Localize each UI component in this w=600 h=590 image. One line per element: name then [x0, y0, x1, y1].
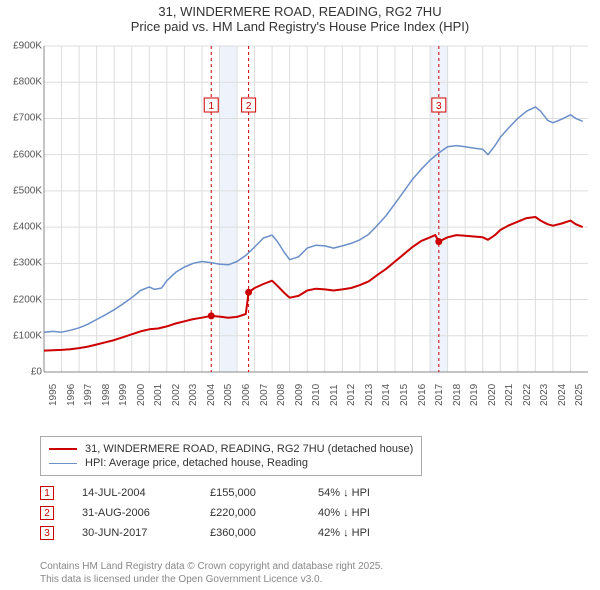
- y-tick-label: £700K: [8, 113, 42, 124]
- event-delta-2: 40% ↓ HPI: [318, 507, 418, 519]
- x-tick-label: 1997: [83, 384, 94, 406]
- x-tick-label: 2002: [171, 384, 182, 406]
- y-tick-label: £0: [8, 367, 42, 378]
- svg-text:3: 3: [436, 101, 442, 112]
- events-table: 1 14-JUL-2004 £155,000 54% ↓ HPI 2 31-AU…: [40, 480, 418, 546]
- title-line-2: Price paid vs. HM Land Registry's House …: [0, 19, 600, 34]
- x-tick-label: 2010: [311, 384, 322, 406]
- legend-box: 31, WINDERMERE ROAD, READING, RG2 7HU (d…: [40, 436, 422, 476]
- y-tick-label: £300K: [8, 258, 42, 269]
- y-tick-label: £200K: [8, 294, 42, 305]
- svg-text:2: 2: [246, 101, 252, 112]
- chart-area: 1 2 3 £0 £100K £200K £300K £400K £500K £600K £700…: [8, 40, 592, 430]
- x-tick-label: 1998: [101, 384, 112, 406]
- y-tick-label: £500K: [8, 185, 42, 196]
- chart-svg: 1 2 3: [8, 40, 592, 430]
- legend-label-hpi: HPI: Average price, detached house, Read…: [85, 457, 308, 469]
- event-row-3: 3 30-JUN-2017 £360,000 42% ↓ HPI: [40, 526, 418, 540]
- x-tick-label: 2018: [452, 384, 463, 406]
- legend-row-price-paid: 31, WINDERMERE ROAD, READING, RG2 7HU (d…: [49, 443, 413, 455]
- attribution-block: Contains HM Land Registry data © Crown c…: [40, 560, 383, 586]
- legend-row-hpi: HPI: Average price, detached house, Read…: [49, 457, 413, 469]
- event-marker-1: 1: [40, 486, 54, 500]
- legend-swatch-price-paid: [49, 448, 77, 450]
- event-marker-2: 2: [40, 506, 54, 520]
- x-tick-label: 2024: [557, 384, 568, 406]
- event-price-3: £360,000: [210, 527, 290, 539]
- attribution-line-2: This data is licensed under the Open Gov…: [40, 573, 383, 586]
- x-tick-label: 2000: [136, 384, 147, 406]
- event-row-1: 1 14-JUL-2004 £155,000 54% ↓ HPI: [40, 486, 418, 500]
- y-tick-label: £900K: [8, 41, 42, 52]
- x-tick-label: 2021: [504, 384, 515, 406]
- x-tick-label: 2007: [259, 384, 270, 406]
- x-tick-label: 1995: [48, 384, 59, 406]
- event-delta-3: 42% ↓ HPI: [318, 527, 418, 539]
- x-tick-label: 2019: [469, 384, 480, 406]
- x-tick-label: 2004: [206, 384, 217, 406]
- event-date-2: 31-AUG-2006: [82, 507, 182, 519]
- x-tick-label: 1996: [66, 384, 77, 406]
- x-tick-label: 2005: [223, 384, 234, 406]
- page-container: 31, WINDERMERE ROAD, READING, RG2 7HU Pr…: [0, 0, 600, 590]
- x-tick-label: 1999: [118, 384, 129, 406]
- x-tick-label: 2023: [539, 384, 550, 406]
- y-tick-label: £400K: [8, 222, 42, 233]
- x-tick-label: 2011: [329, 384, 340, 406]
- x-tick-label: 2006: [241, 384, 252, 406]
- x-tick-label: 2014: [381, 384, 392, 406]
- event-price-2: £220,000: [210, 507, 290, 519]
- x-tick-label: 2001: [153, 384, 164, 406]
- event-date-1: 14-JUL-2004: [82, 487, 182, 499]
- title-block: 31, WINDERMERE ROAD, READING, RG2 7HU Pr…: [0, 0, 600, 34]
- event-marker-3: 3: [40, 526, 54, 540]
- x-tick-label: 2025: [574, 384, 585, 406]
- x-tick-label: 2022: [522, 384, 533, 406]
- event-price-1: £155,000: [210, 487, 290, 499]
- x-tick-label: 2008: [276, 384, 287, 406]
- svg-text:1: 1: [208, 101, 214, 112]
- y-tick-label: £800K: [8, 77, 42, 88]
- x-tick-label: 2020: [487, 384, 498, 406]
- legend-label-price-paid: 31, WINDERMERE ROAD, READING, RG2 7HU (d…: [85, 443, 413, 455]
- event-row-2: 2 31-AUG-2006 £220,000 40% ↓ HPI: [40, 506, 418, 520]
- x-tick-label: 2013: [364, 384, 375, 406]
- x-tick-label: 2017: [434, 384, 445, 406]
- event-date-3: 30-JUN-2017: [82, 527, 182, 539]
- x-tick-label: 2003: [188, 384, 199, 406]
- legend-swatch-hpi: [49, 463, 77, 464]
- event-delta-1: 54% ↓ HPI: [318, 487, 418, 499]
- x-tick-label: 2009: [294, 384, 305, 406]
- x-tick-label: 2016: [417, 384, 428, 406]
- title-line-1: 31, WINDERMERE ROAD, READING, RG2 7HU: [0, 4, 600, 19]
- x-tick-label: 2012: [346, 384, 357, 406]
- attribution-line-1: Contains HM Land Registry data © Crown c…: [40, 560, 383, 573]
- x-tick-label: 2015: [399, 384, 410, 406]
- y-tick-label: £100K: [8, 330, 42, 341]
- y-tick-label: £600K: [8, 149, 42, 160]
